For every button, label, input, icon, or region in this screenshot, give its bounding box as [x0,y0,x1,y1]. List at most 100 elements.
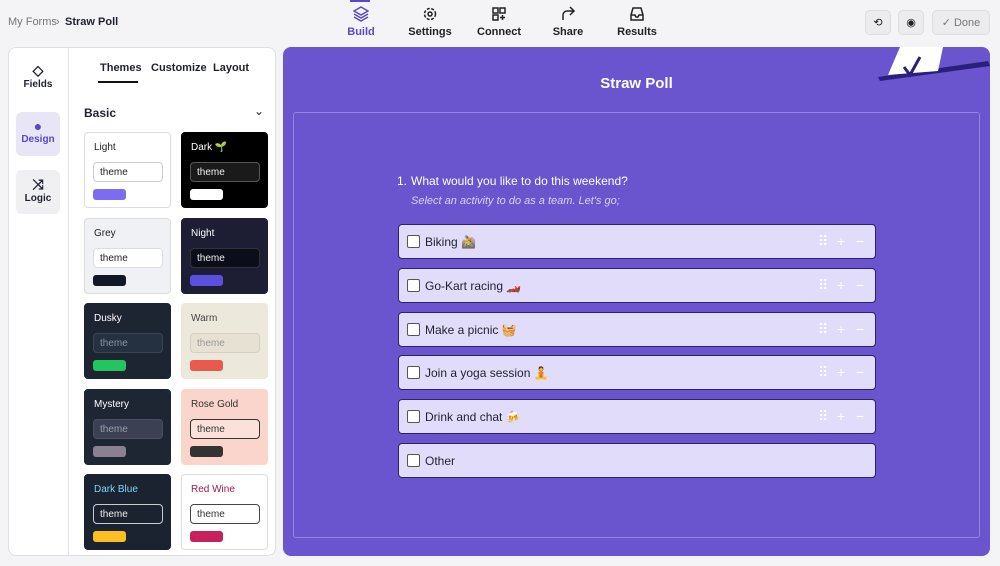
checkbox[interactable] [407,454,420,467]
option-text: Make a picnic 🧺 [425,322,517,337]
theme-name: Dusky [94,313,122,324]
theme-card[interactable]: Night theme [181,217,268,294]
theme-card[interactable]: Warm theme [181,303,268,379]
nav-label: Build [347,26,375,38]
sidebar-label: Design [21,134,55,145]
option[interactable]: Go-Kart racing 🏎️ ⠿ + − [398,267,876,303]
theme-swatch [190,360,223,371]
theme-swatch [93,445,126,457]
remove-option[interactable]: − [856,364,865,381]
theme-card[interactable]: Dark Blue theme [84,474,171,550]
theme-swatch [190,531,223,542]
tab[interactable]: Layout [213,62,250,74]
option[interactable]: Drink and chat 🍻 ⠿ + − [398,399,876,435]
option[interactable]: Make a picnic 🧺 ⠿ + − [398,311,876,347]
theme-input: theme [93,162,163,182]
option-text: Biking 🚵 [425,235,476,249]
add-option[interactable]: + [837,364,846,381]
breadcrumb-link[interactable]: My Forms [8,16,57,28]
theme-swatch [190,189,223,200]
tab-underline [98,81,138,83]
question-number: 1. [397,174,408,188]
theme-name: Mystery [94,398,129,410]
add-option[interactable]: + [837,408,846,425]
checkbox[interactable] [407,322,420,336]
drag-handle[interactable]: ⠿ [818,320,829,337]
checkbox[interactable] [407,278,420,292]
remove-option[interactable]: − [856,320,865,337]
sidebar-logic[interactable]: ⤨ Logic [16,170,60,214]
tab[interactable]: Themes [100,62,142,74]
sidebar-label: Fields [23,79,53,90]
sidebar-fields[interactable]: ◇ Fields [23,62,53,90]
nav-label: Share [552,26,584,38]
history-button[interactable]: ⟲ [865,10,891,35]
option-text: Other [425,454,456,468]
theme-name: Rose Gold [191,398,239,410]
theme-name: Warm [191,313,218,324]
theme-card[interactable]: Rose Gold theme [181,388,268,465]
theme-input: theme [93,504,163,524]
option[interactable]: Biking 🚵 ⠿ + − [398,224,876,259]
theme-name: Dark 🌱 [191,142,228,153]
theme-swatch [93,360,126,371]
theme-swatch [190,274,223,286]
done-label: Done [953,16,981,29]
nav-settings[interactable]: Settings [395,6,465,38]
add-option[interactable]: + [837,320,846,337]
theme-input: theme [190,247,260,268]
theme-card[interactable]: Dusky theme [84,303,171,379]
remove-option[interactable]: − [856,408,865,425]
decoration [878,47,990,81]
nav-build[interactable]: Build [326,6,396,38]
theme-card[interactable]: Grey theme [84,217,171,294]
add-option[interactable]: + [837,233,846,249]
theme-card[interactable]: Red Wine theme [181,474,268,550]
theme-input: theme [93,418,163,439]
theme-name: Light [94,142,116,153]
active-indicator [350,0,370,2]
nav-label: Settings [408,26,452,38]
remove-option[interactable]: − [856,276,865,293]
theme-input: theme [190,333,260,353]
theme-card[interactable]: Light theme [84,132,171,208]
theme-input: theme [190,504,260,524]
theme-name: Grey [94,227,116,239]
breadcrumb-current: Straw Poll [65,16,119,28]
option[interactable]: Join a yoga session 🧘 ⠿ + − [398,355,876,391]
checkbox[interactable] [407,410,420,424]
question-subtitle: Select an activity to do as a team. Let'… [411,195,620,207]
done-button[interactable]: ✓ Done [932,10,990,35]
nav-results[interactable]: Results [602,6,672,38]
sidebar-design[interactable]: ● Design [16,112,60,156]
theme-card[interactable]: Mystery theme [84,388,171,465]
drag-handle[interactable]: ⠿ [818,408,829,425]
theme-swatch [190,445,223,457]
section-title: Basic [84,106,117,120]
divider [68,48,69,555]
checkbox[interactable] [407,366,420,380]
drag-handle[interactable]: ⠿ [818,364,829,381]
theme-input: theme [190,162,260,182]
tab[interactable]: Customize [151,62,207,74]
separator: › [56,16,60,28]
drag-handle[interactable]: ⠿ [818,276,829,293]
nav-label: Connect [477,26,521,38]
theme-name: Dark Blue [94,484,138,495]
checkbox[interactable] [407,235,420,248]
add-option[interactable]: + [837,276,846,293]
nav-connect[interactable]: Connect [464,6,534,38]
option[interactable]: Other [398,443,876,478]
preview-button[interactable]: ◉ [898,10,924,35]
theme-name: Red Wine [191,484,235,495]
question-text: What would you like to do this weekend? [411,174,628,188]
nav-label: Results [617,26,657,38]
chevron[interactable]: ⌄ [254,104,265,118]
nav-share[interactable]: Share [533,6,603,38]
option-text: Join a yoga session 🧘 [425,366,549,381]
drag-handle[interactable]: ⠿ [818,233,829,249]
form-frame [293,112,980,538]
theme-card[interactable]: Dark 🌱 theme [181,132,268,208]
remove-option[interactable]: − [856,233,865,249]
